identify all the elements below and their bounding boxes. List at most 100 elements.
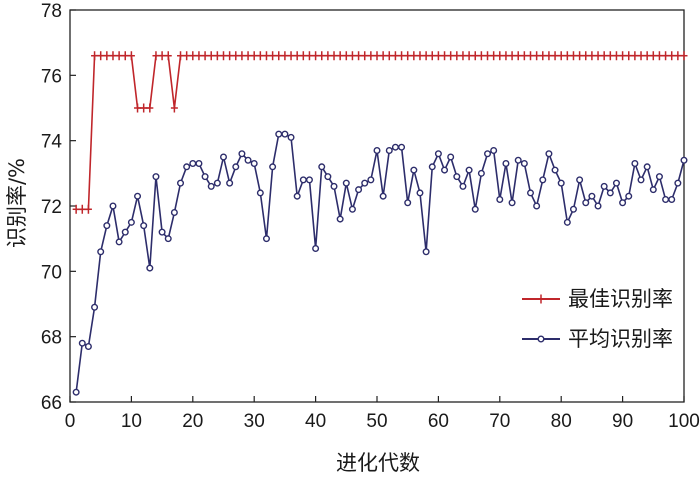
- data-point: [324, 51, 332, 61]
- data-point: [398, 143, 406, 151]
- data-point: [336, 51, 344, 61]
- data-point: [680, 51, 688, 61]
- data-point: [637, 176, 645, 184]
- legend-item: 最佳识别率: [522, 287, 673, 311]
- data-point: [269, 51, 277, 61]
- data-point: [312, 244, 320, 252]
- data-point: [293, 192, 301, 200]
- data-point: [330, 51, 338, 61]
- data-point: [342, 51, 350, 61]
- data-point: [115, 51, 123, 61]
- legend-label: 最佳识别率: [568, 287, 673, 311]
- data-point: [680, 156, 688, 164]
- data-point: [342, 179, 350, 187]
- data-point: [373, 146, 381, 154]
- data-point: [625, 51, 633, 61]
- data-point: [625, 192, 633, 200]
- data-point: [588, 192, 596, 200]
- data-point: [600, 51, 608, 61]
- x-tick-label: 90: [612, 411, 633, 432]
- data-point: [170, 103, 178, 113]
- data-point: [416, 51, 424, 61]
- data-point: [262, 51, 270, 61]
- data-point: [348, 51, 356, 61]
- data-point: [146, 264, 154, 272]
- data-point: [103, 222, 111, 230]
- data-point: [213, 51, 221, 61]
- data-point: [207, 182, 215, 190]
- data-point: [606, 51, 614, 61]
- data-point: [649, 51, 657, 61]
- data-point: [404, 199, 412, 207]
- data-point: [447, 153, 455, 161]
- data-point: [441, 166, 449, 174]
- data-point: [576, 176, 584, 184]
- data-point: [453, 173, 461, 181]
- data-point: [195, 160, 203, 168]
- data-point: [367, 176, 375, 184]
- data-point: [539, 51, 547, 61]
- x-tick-label: 20: [182, 411, 203, 432]
- data-point: [520, 160, 528, 168]
- data-point: [471, 205, 479, 213]
- data-point: [557, 51, 565, 61]
- data-point: [545, 51, 553, 61]
- data-point: [416, 189, 424, 197]
- data-point: [379, 51, 387, 61]
- data-point: [537, 294, 545, 304]
- data-point: [631, 160, 639, 168]
- x-tick-label: 70: [489, 411, 510, 432]
- data-point: [361, 179, 369, 187]
- data-point: [189, 160, 197, 168]
- data-point: [594, 202, 602, 210]
- data-point: [281, 130, 289, 138]
- data-point: [576, 51, 584, 61]
- data-point: [490, 51, 498, 61]
- data-point: [305, 176, 313, 184]
- data-point: [551, 166, 559, 174]
- data-point: [459, 182, 467, 190]
- data-point: [91, 303, 99, 311]
- data-point: [201, 173, 209, 181]
- data-point: [299, 176, 307, 184]
- data-point: [668, 195, 676, 203]
- data-point: [441, 51, 449, 61]
- data-point: [410, 51, 418, 61]
- data-point: [496, 195, 504, 203]
- data-point: [662, 195, 670, 203]
- data-point: [146, 103, 154, 113]
- data-point: [109, 51, 117, 61]
- data-point: [220, 51, 227, 61]
- data-point: [207, 51, 215, 61]
- data-point: [569, 205, 577, 213]
- data-point: [97, 248, 105, 256]
- data-point: [465, 166, 473, 174]
- data-point: [244, 51, 252, 61]
- x-tick-label: 10: [121, 411, 142, 432]
- data-point: [539, 176, 547, 184]
- data-point: [355, 186, 363, 194]
- data-point: [330, 182, 338, 190]
- legend-item: 平均识别率: [522, 327, 673, 351]
- data-point: [244, 156, 252, 164]
- data-point: [643, 163, 651, 171]
- data-point: [256, 51, 264, 61]
- data-point: [569, 51, 577, 61]
- data-point: [318, 51, 326, 61]
- data-point: [533, 51, 541, 61]
- data-point: [201, 51, 209, 61]
- data-point: [318, 163, 326, 171]
- data-point: [643, 51, 651, 61]
- data-point: [232, 163, 240, 171]
- data-point: [183, 163, 191, 171]
- data-point: [238, 51, 246, 61]
- data-point: [502, 160, 510, 168]
- x-axis-label: 进化代数: [336, 451, 420, 475]
- data-point: [177, 179, 185, 187]
- x-tick-label: 100: [668, 411, 700, 432]
- data-point: [612, 51, 620, 61]
- x-axis-ticks: 0 10 20 30 40 50 60 70 80 90 100: [65, 396, 700, 432]
- data-point: [127, 51, 135, 61]
- data-point: [189, 51, 197, 61]
